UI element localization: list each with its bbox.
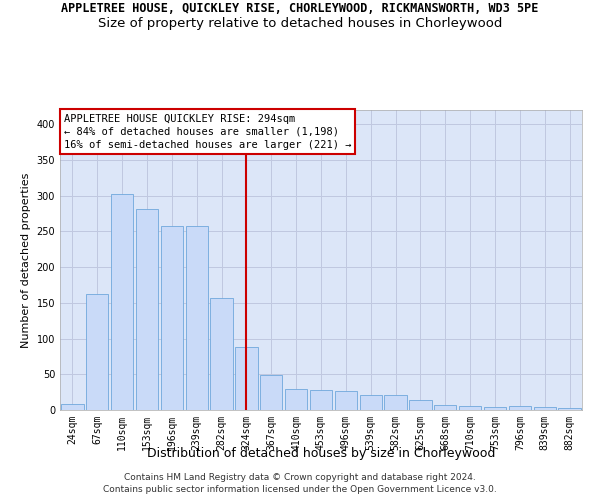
Text: Contains public sector information licensed under the Open Government Licence v3: Contains public sector information licen…	[103, 485, 497, 494]
Bar	[161, 226, 183, 410]
Bar	[61, 404, 83, 410]
Bar	[111, 194, 133, 410]
Bar	[533, 407, 556, 410]
Bar	[459, 406, 481, 410]
Text: APPLETREE HOUSE QUICKLEY RISE: 294sqm
← 84% of detached houses are smaller (1,19: APPLETREE HOUSE QUICKLEY RISE: 294sqm ← …	[64, 114, 351, 150]
Bar	[235, 347, 257, 410]
Bar	[409, 400, 431, 410]
Bar	[260, 375, 283, 410]
Bar	[211, 298, 233, 410]
Y-axis label: Number of detached properties: Number of detached properties	[21, 172, 31, 348]
Bar	[484, 407, 506, 410]
Text: APPLETREE HOUSE, QUICKLEY RISE, CHORLEYWOOD, RICKMANSWORTH, WD3 5PE: APPLETREE HOUSE, QUICKLEY RISE, CHORLEYW…	[61, 2, 539, 16]
Bar	[285, 388, 307, 410]
Bar	[385, 395, 407, 410]
Bar	[86, 294, 109, 410]
Bar	[559, 408, 581, 410]
Bar	[310, 390, 332, 410]
Bar	[335, 392, 357, 410]
Text: Contains HM Land Registry data © Crown copyright and database right 2024.: Contains HM Land Registry data © Crown c…	[124, 472, 476, 482]
Bar	[509, 406, 531, 410]
Text: Size of property relative to detached houses in Chorleywood: Size of property relative to detached ho…	[98, 18, 502, 30]
Bar	[434, 405, 457, 410]
Bar	[359, 395, 382, 410]
Bar	[185, 226, 208, 410]
Text: Distribution of detached houses by size in Chorleywood: Distribution of detached houses by size …	[147, 448, 495, 460]
Bar	[136, 210, 158, 410]
